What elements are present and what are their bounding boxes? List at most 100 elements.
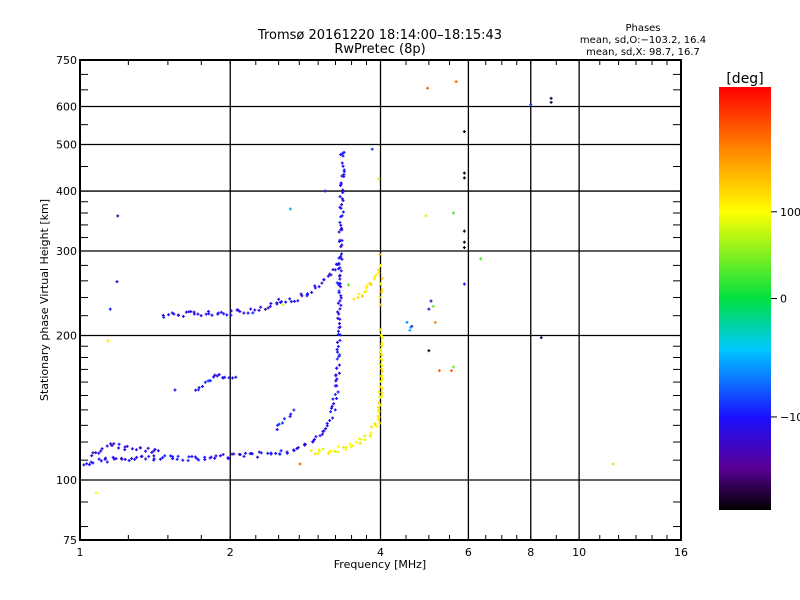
data-point [437,369,441,373]
data-point [333,393,337,397]
data-point [378,295,382,299]
data-point [335,384,339,388]
data-point [251,311,255,315]
data-point [313,284,317,288]
y-tick-label: 100 [56,474,77,487]
data-point [316,452,320,456]
data-point [97,451,101,455]
data-point [133,457,137,461]
data-point [339,294,343,298]
data-point [380,369,384,373]
data-point [212,375,216,379]
data-point [279,300,283,304]
data-point [335,281,339,285]
data-point [405,320,409,324]
data-point [192,312,196,316]
data-point [358,441,362,445]
data-point [321,447,325,451]
data-point [324,427,328,431]
data-point [449,369,453,373]
data-point [339,223,343,227]
data-point [123,448,127,452]
data-point [380,276,384,280]
data-point [231,376,235,380]
data-point [181,458,185,462]
data-point [322,278,326,282]
data-point [117,446,121,450]
data-point [341,191,345,195]
data-point [340,203,344,207]
data-point [292,408,296,412]
data-point [339,215,343,219]
data-point [123,457,127,461]
data-point [213,373,217,377]
data-point [138,446,142,450]
data-point [374,273,378,277]
data-point [431,304,435,308]
data-point [335,347,339,351]
data-point [193,455,197,459]
data-point [100,447,104,451]
data-point [380,334,384,338]
data-point [335,357,339,361]
data-point [337,230,341,234]
data-point [373,277,377,281]
data-point [379,328,383,332]
data-point [292,299,296,303]
data-point [123,445,127,449]
data-point [296,299,300,303]
data-point [218,454,222,458]
data-point [214,454,218,458]
chart-subtitle: RwPretec (8p) [334,42,425,57]
data-point [364,289,368,293]
data-point [327,451,331,455]
data-point [150,450,154,454]
data-point [330,404,334,408]
data-point [87,463,91,467]
data-point [336,390,340,394]
data-point [322,429,326,433]
data-point [337,289,341,293]
data-point [176,454,180,458]
data-point [117,442,121,446]
data-point [249,307,253,311]
data-point [278,452,282,456]
data-point [377,390,381,394]
data-point [250,452,254,456]
data-point [176,313,180,317]
data-point [378,357,382,361]
data-point [238,453,242,457]
data-point [335,340,339,344]
data-point [259,451,263,455]
data-point [99,459,103,463]
data-point [381,376,385,380]
data-point [379,367,383,371]
data-point [340,226,344,230]
data-point [339,245,343,249]
data-point [378,395,382,399]
data-point [340,257,344,261]
data-point [338,299,342,303]
data-point [94,451,98,455]
phase-stats-o: mean, sd,O:−103.2, 16.4 [580,35,706,46]
data-point [310,290,314,294]
data-point [329,273,333,277]
data-point [82,463,86,467]
colorbar-ticks: 100 0 −100 [771,206,800,424]
data-point [342,168,346,172]
data-point [359,437,363,441]
data-point [227,376,231,380]
data-point [376,418,380,422]
data-point [337,371,341,375]
data-point [189,310,193,314]
data-point [380,341,384,345]
data-point [134,448,138,452]
data-point [309,449,313,453]
data-point [340,239,344,243]
data-point [346,283,350,287]
y-tick-label: 500 [56,139,77,152]
data-point [373,422,377,426]
data-point [451,365,455,369]
data-point [139,455,143,459]
data-point [152,457,156,461]
